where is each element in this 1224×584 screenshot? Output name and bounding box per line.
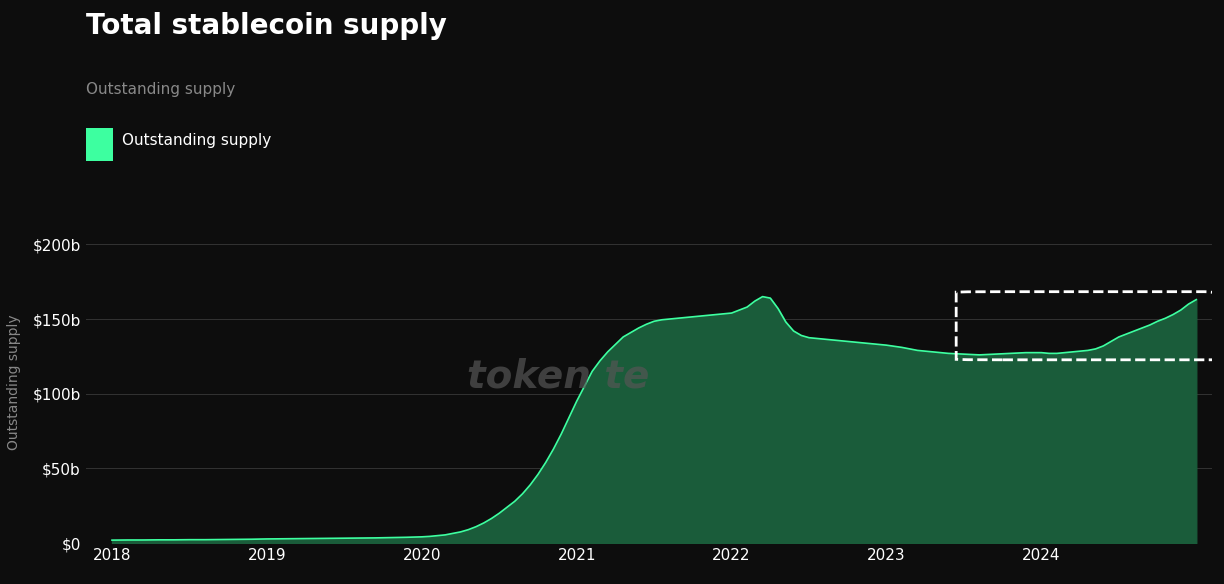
- Text: token te: token te: [468, 357, 650, 395]
- Text: Outstanding supply: Outstanding supply: [86, 82, 235, 97]
- Text: Total stablecoin supply: Total stablecoin supply: [86, 12, 447, 40]
- Y-axis label: Outstanding supply: Outstanding supply: [7, 315, 21, 450]
- Text: Outstanding supply: Outstanding supply: [122, 133, 272, 148]
